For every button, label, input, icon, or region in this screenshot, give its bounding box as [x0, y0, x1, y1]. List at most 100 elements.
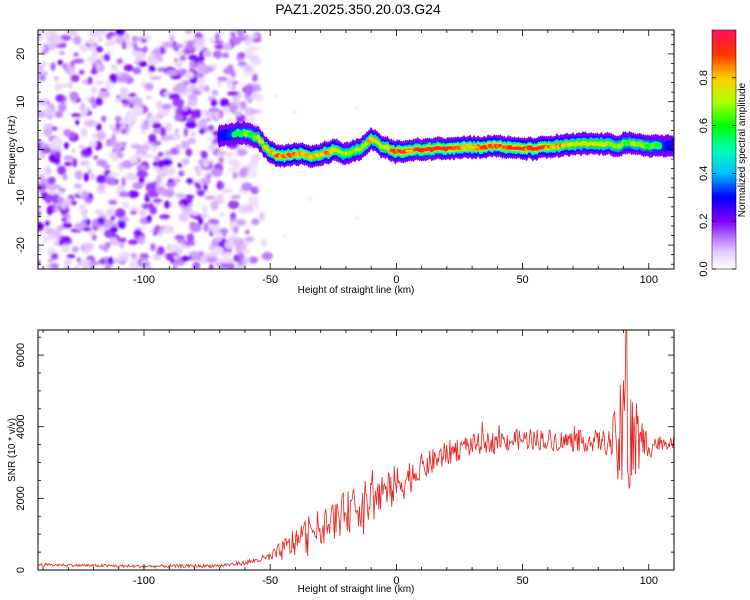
heatmap-cell — [38, 142, 41, 151]
heatmap-cell — [103, 90, 110, 99]
heatmap-cell — [165, 252, 174, 261]
heatmap-cell — [51, 126, 58, 131]
heatmap-cell — [245, 229, 250, 235]
heatmap-cell — [55, 94, 65, 103]
heatmap-cell — [196, 63, 208, 71]
ridge-point — [255, 135, 261, 140]
heatmap-cell — [160, 103, 173, 110]
heatmap-cell — [234, 163, 241, 168]
heatmap-cell — [63, 258, 72, 266]
heatmap-cell — [87, 168, 92, 175]
x-tick-label: 0 — [393, 575, 399, 587]
heatmap-cell — [92, 65, 97, 75]
heatmap-cell — [57, 59, 63, 66]
heatmap-cell — [192, 261, 201, 269]
heatmap-cell — [149, 205, 157, 215]
heatmap-cell — [209, 224, 221, 232]
heatmap-cell — [246, 83, 254, 90]
heatmap-cell — [83, 172, 90, 182]
heatmap-cell — [197, 120, 203, 129]
heatmap-cell — [97, 183, 106, 191]
heatmap-cell — [244, 90, 250, 100]
heatmap-cell — [141, 203, 151, 210]
heatmap-cell — [222, 52, 230, 59]
heatmap-cell — [152, 254, 162, 261]
heatmap-cell — [72, 158, 78, 168]
heatmap-cell — [124, 32, 130, 41]
heatmap-cell — [202, 158, 210, 169]
y-tick-label: 20 — [15, 48, 27, 60]
heatmap-cell — [184, 71, 195, 79]
y-tick-label: -10 — [15, 189, 27, 205]
heatmap-cell — [223, 105, 231, 115]
heatmap-cell — [236, 30, 245, 37]
heatmap-cell — [135, 36, 142, 42]
heatmap-cell — [44, 220, 50, 227]
heatmap-cell — [223, 67, 235, 75]
heatmap-cell — [90, 86, 98, 94]
heatmap-cell — [96, 174, 107, 184]
heatmap-cell — [128, 93, 137, 98]
heatmap-cell — [195, 73, 205, 78]
heatmap-cell — [95, 131, 107, 141]
heatmap-cell — [77, 189, 84, 197]
heatmap-cell — [50, 252, 59, 260]
heatmap-cell — [105, 176, 117, 185]
snr-x-label: Height of straight line (km) — [298, 584, 415, 595]
heatmap-cell — [108, 172, 119, 178]
heatmap-cell — [209, 263, 214, 269]
x-tick-label: 50 — [516, 575, 528, 587]
heatmap-cell — [230, 31, 236, 38]
heatmap-cell — [59, 83, 69, 88]
heatmap-cell — [183, 159, 189, 166]
heatmap-cell — [133, 105, 144, 115]
heatmap-cell — [224, 151, 234, 158]
heatmap-cell — [160, 126, 167, 137]
heatmap-cell — [74, 223, 84, 228]
heatmap-cell — [248, 34, 259, 39]
heatmap-cell — [170, 75, 182, 80]
heatmap-cell — [124, 76, 134, 84]
heatmap-cell — [95, 80, 105, 85]
heatmap-cell — [95, 227, 106, 233]
heatmap-cell — [120, 141, 128, 147]
heatmap-cell — [207, 144, 216, 152]
heatmap-cell — [140, 128, 147, 135]
heatmap-cell — [61, 244, 70, 253]
heatmap-cell — [194, 33, 203, 38]
colorbar-tick-label: 0.2 — [698, 214, 710, 229]
heatmap-cell — [187, 137, 197, 145]
heatmap-cell — [241, 182, 253, 192]
heatmap-cell — [38, 30, 42, 34]
heatmap-cell — [75, 119, 80, 126]
heatmap-cell — [43, 127, 53, 137]
heatmap-cell — [244, 107, 256, 116]
heatmap-cell — [38, 204, 42, 213]
heatmap-cell — [238, 52, 246, 58]
colorbar-gradient — [711, 29, 737, 270]
heatmap-cell — [221, 188, 233, 194]
heatmap-cell — [185, 148, 193, 157]
y-tick-label: 10 — [15, 96, 27, 108]
heatmap-cell — [40, 147, 52, 154]
heatmap-cell — [196, 189, 205, 197]
heatmap-cell — [133, 97, 143, 107]
heatmap-cell — [247, 95, 256, 101]
snr-frame — [37, 329, 675, 571]
heatmap-cell — [190, 131, 197, 137]
heatmap-cell — [197, 78, 206, 84]
heatmap-cell — [208, 125, 214, 131]
heatmap-cell — [91, 50, 99, 57]
heatmap-cell — [211, 89, 219, 96]
heatmap-cell — [57, 165, 67, 175]
heatmap-cell — [95, 209, 103, 215]
heatmap-cell — [90, 96, 95, 105]
heatmap-cell — [202, 205, 208, 214]
heatmap-cell — [180, 140, 190, 150]
heatmap-cell — [141, 35, 153, 40]
heatmap-cell — [194, 181, 200, 187]
heatmap-cell — [243, 64, 253, 72]
heatmap-cell — [138, 60, 148, 67]
heatmap-cell — [71, 148, 76, 154]
heatmap-cell — [119, 256, 130, 261]
